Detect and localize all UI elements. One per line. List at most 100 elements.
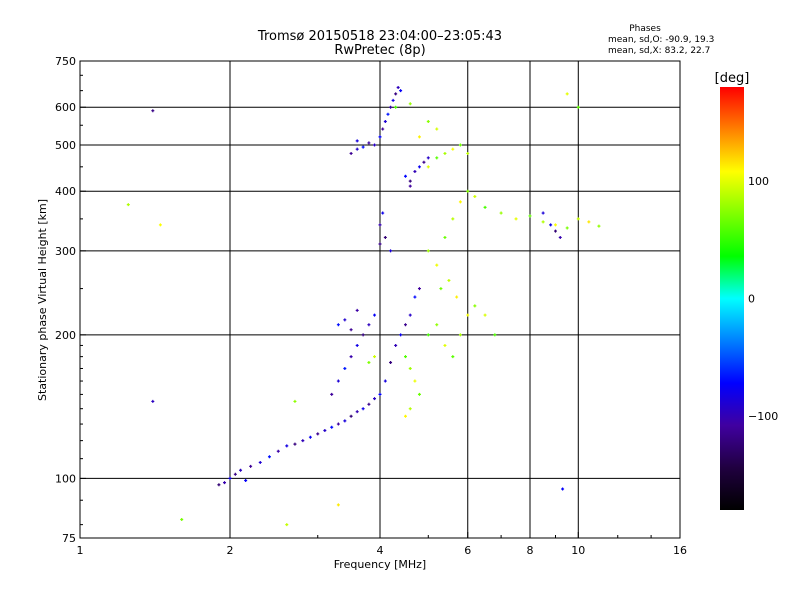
data-point <box>349 355 353 359</box>
data-point <box>587 220 591 224</box>
data-point <box>381 211 385 215</box>
data-point <box>417 135 421 139</box>
data-point <box>249 464 253 468</box>
data-point <box>426 156 430 160</box>
data-point <box>426 333 430 337</box>
y-axis-label: Stationary phase Virtual Height [km] <box>36 199 49 401</box>
x-tick-label: 6 <box>464 544 471 557</box>
data-point <box>336 379 340 383</box>
data-point <box>276 449 280 453</box>
data-point <box>399 333 403 337</box>
data-point <box>336 323 340 327</box>
colorbar-label: [deg] <box>715 71 750 86</box>
data-point <box>349 328 353 332</box>
data-point <box>367 141 371 145</box>
data-point <box>413 169 417 173</box>
y-tick-label: 100 <box>55 472 76 485</box>
data-point <box>417 165 421 169</box>
data-point <box>553 229 557 233</box>
data-point <box>349 414 353 418</box>
data-point <box>355 139 359 143</box>
data-point <box>435 323 439 327</box>
data-point <box>493 333 497 337</box>
data-point <box>258 460 262 464</box>
data-point <box>323 429 327 433</box>
phase-info-o: mean, sd,O: -90.9, 19.3 <box>608 35 714 45</box>
data-point <box>267 455 271 459</box>
data-point <box>367 323 371 327</box>
data-point <box>466 151 470 155</box>
y-tick-label: 300 <box>55 245 76 258</box>
data-point <box>417 287 421 291</box>
x-tick-label: 4 <box>377 544 384 557</box>
data-point <box>541 211 545 215</box>
colorbar-ticks: 100 0 −100 <box>748 175 778 423</box>
data-point <box>244 478 248 482</box>
data-point <box>565 226 569 230</box>
data-point <box>285 523 289 527</box>
data-point <box>285 444 289 448</box>
data-point <box>426 165 430 169</box>
data-point <box>373 143 377 147</box>
data-point <box>565 92 569 96</box>
data-point <box>403 323 407 327</box>
chart-title: Tromsø 20150518 23:04:00–23:05:43 <box>257 29 502 44</box>
data-point <box>553 223 557 227</box>
data-point <box>373 397 377 401</box>
data-point <box>343 366 347 370</box>
x-tick-label: 10 <box>571 544 585 557</box>
data-point <box>316 432 320 436</box>
data-point <box>343 419 347 423</box>
data-point <box>458 143 462 147</box>
data-point <box>239 468 243 472</box>
data-point <box>378 392 382 396</box>
data-point <box>383 379 387 383</box>
data-point <box>422 160 426 164</box>
data-point <box>373 355 377 359</box>
data-point <box>383 120 387 124</box>
data-point <box>403 174 407 178</box>
data-point <box>151 109 155 113</box>
data-point <box>378 242 382 246</box>
data-point <box>355 343 359 347</box>
data-point <box>408 179 412 183</box>
colorbar-tick-label: 100 <box>748 175 769 188</box>
data-point <box>443 343 447 347</box>
colorbar <box>720 87 744 510</box>
data-point <box>439 287 443 291</box>
data-point <box>367 360 371 364</box>
data-point <box>389 360 393 364</box>
data-point <box>389 249 393 253</box>
grid-lines <box>80 61 680 538</box>
colorbar-tick-label: −100 <box>748 410 778 423</box>
data-point <box>443 151 447 155</box>
data-point <box>355 410 359 414</box>
x-axis-label: Frequency [MHz] <box>334 558 426 571</box>
data-point <box>426 120 430 124</box>
data-point <box>394 92 398 96</box>
data-point <box>361 145 365 149</box>
data-point <box>349 151 353 155</box>
data-point <box>293 399 297 403</box>
x-tick-label: 8 <box>527 544 534 557</box>
data-point <box>435 156 439 160</box>
data-point <box>308 435 312 439</box>
data-point <box>373 313 377 317</box>
chart-subtitle: RwPretec (8p) <box>334 43 425 58</box>
data-point <box>180 518 184 522</box>
y-tick-label: 75 <box>62 532 76 545</box>
data-point <box>389 105 393 109</box>
data-point <box>473 194 477 198</box>
x-tick-label: 1 <box>77 544 84 557</box>
data-point <box>473 304 477 308</box>
data-point <box>355 147 359 151</box>
data-point <box>408 102 412 106</box>
data-point <box>403 414 407 418</box>
data-point <box>158 223 162 227</box>
data-point <box>381 127 385 131</box>
y-tick-label: 400 <box>55 185 76 198</box>
data-point <box>301 439 305 443</box>
data-point <box>558 235 562 239</box>
data-point <box>561 487 565 491</box>
